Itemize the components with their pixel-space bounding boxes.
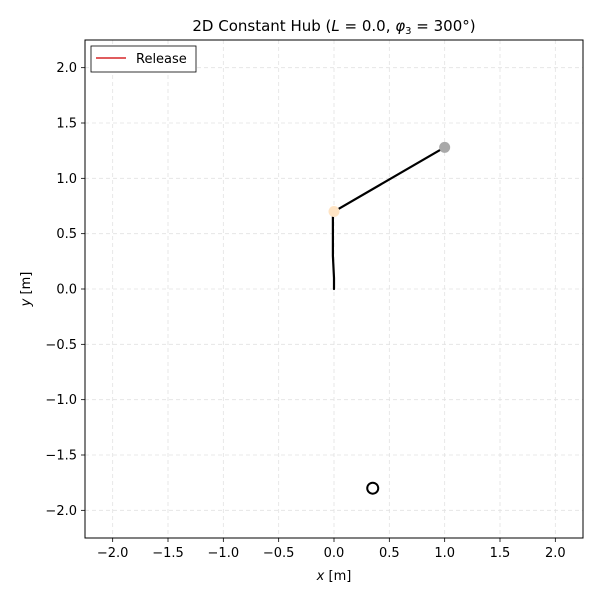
point-hub (328, 206, 340, 218)
y-axis-label-var: y (19, 298, 34, 307)
y-tick-label: 2.0 (56, 61, 77, 76)
point-target (366, 481, 380, 495)
chart-title-L: L (331, 17, 339, 35)
x-tick-label: 1.0 (434, 546, 455, 561)
x-tick-label: 1.5 (490, 546, 511, 561)
chart-title-L-value: = 0.0, (340, 17, 396, 35)
series-arm (332, 146, 446, 213)
data-layer (328, 141, 451, 495)
x-axis-label-unit: [m] (324, 569, 351, 584)
y-tick-label: −1.0 (45, 393, 77, 408)
y-tick-label: −2.0 (45, 504, 77, 519)
point-tip (439, 141, 451, 153)
x-tick-label: −1.0 (208, 546, 240, 561)
x-axis-label: x [m] (316, 569, 352, 584)
legend-label-release: Release (136, 52, 187, 67)
grid-layer (85, 40, 583, 538)
y-tick-label: 1.5 (56, 117, 77, 132)
x-tick-label: −0.5 (263, 546, 295, 561)
x-tick-label: 0.5 (379, 546, 400, 561)
y-axis-label-unit: [m] (19, 272, 34, 299)
legend-box (90, 45, 197, 73)
y-tick-label: 0.5 (56, 227, 77, 242)
chart-title-phi-subscript: 3 (405, 26, 411, 37)
y-tick-label: −0.5 (45, 338, 77, 353)
series-trace (331, 210, 336, 291)
chart-title-phi: φ (395, 17, 405, 35)
y-tick-label: −1.5 (45, 449, 77, 464)
x-tick-label: −1.5 (152, 546, 184, 561)
y-tick-label: 0.0 (56, 283, 77, 298)
chart-title-text: 2D Constant Hub ( (192, 17, 331, 35)
x-tick-label: 0.0 (324, 546, 345, 561)
tick-layer: −2.0 −1.5 −1.0 −0.5 0.0 0.5 1.0 1.5 2.0 −2.0 −1.5 −… (45, 61, 565, 561)
x-tick-label: 2.0 (545, 546, 566, 561)
x-axis-label-var: x (316, 569, 325, 584)
chart-title-phi-value: = 300°) (412, 17, 476, 35)
chart-title: 2D Constant Hub (L = 0.0, φ3 = 300°) (192, 17, 475, 37)
x-tick-label: −2.0 (97, 546, 129, 561)
legend: Release (90, 45, 197, 73)
y-tick-label: 1.0 (56, 172, 77, 187)
y-axis-label: y [m] (19, 272, 34, 308)
